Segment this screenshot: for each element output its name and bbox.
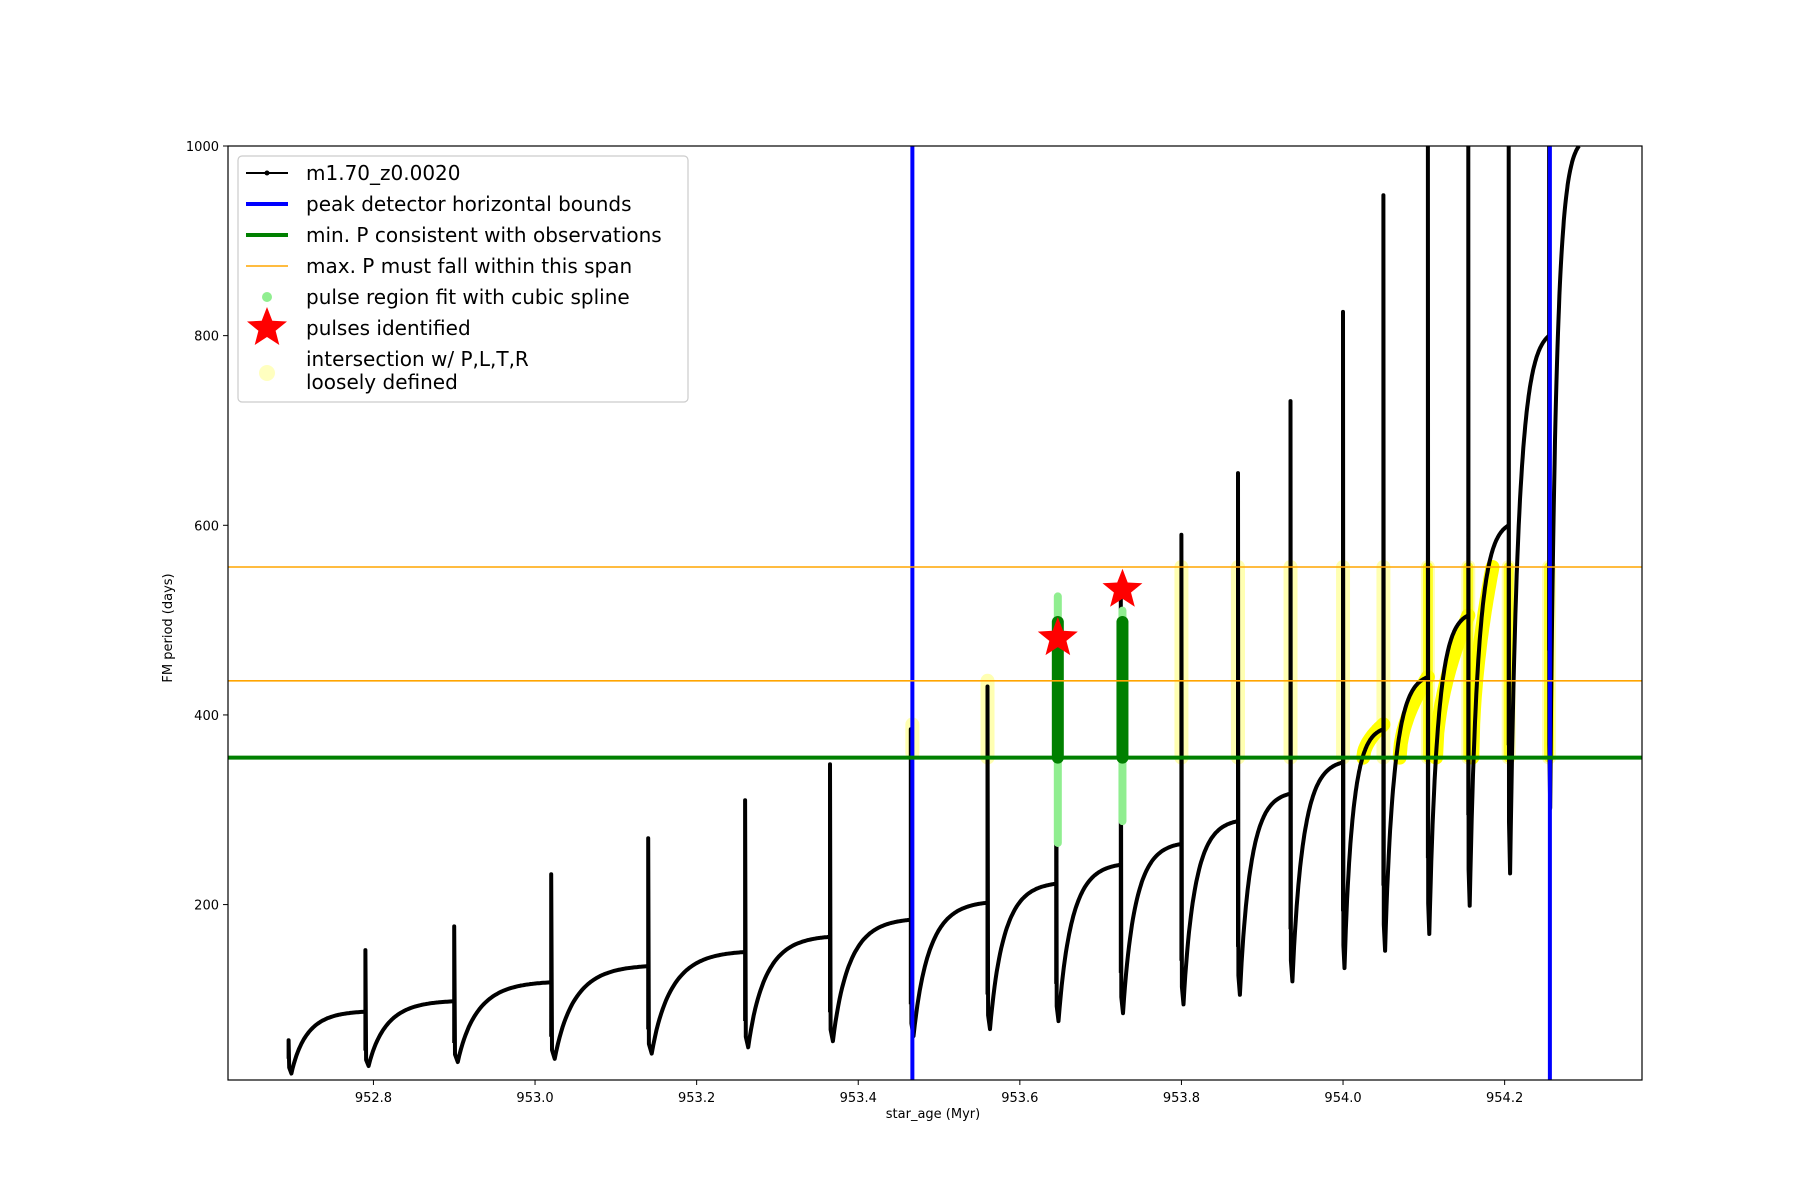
legend-label: max. P must fall within this span (306, 254, 632, 278)
legend-label: peak detector horizontal bounds (306, 192, 632, 216)
series-segment-5 (743, 798, 831, 1050)
legend-entry-0: m1.70_z0.0020 (246, 161, 461, 185)
pulse-star-1 (1102, 568, 1143, 607)
legend-label: pulses identified (306, 316, 471, 340)
series-segment-6 (828, 762, 912, 1044)
plot-frame (227, 145, 1643, 1081)
x-tick-label-6: 954.0 (1324, 1091, 1361, 1106)
series-segment-3 (549, 872, 649, 1061)
series-segment-2 (452, 924, 552, 1064)
x-tick-label-0: 952.8 (355, 1091, 392, 1106)
legend-entry-4: pulse region fit with cubic spline (262, 285, 630, 309)
x-tick-label-7: 954.2 (1486, 1091, 1523, 1106)
pulse-star-0 (1037, 617, 1078, 656)
series-segment-19 (1547, 146, 1581, 811)
legend-label: min. P consistent with observations (306, 223, 662, 247)
plot-layer (228, 146, 1642, 1080)
plot-area (228, 146, 1642, 1080)
legend-label: m1.70_z0.0020 (306, 161, 461, 185)
x-tick-label-4: 953.6 (1001, 1091, 1038, 1106)
y-axis-label: FM period (days) (161, 573, 176, 682)
x-tick-label-3: 953.4 (840, 1091, 877, 1106)
legend-label: pulse region fit with cubic spline (306, 285, 630, 309)
series-segment-17 (1466, 146, 1510, 908)
legend-handle-star (247, 307, 287, 345)
y-tick-label-1: 400 (194, 709, 219, 724)
legend-entry-5: pulses identified (247, 307, 471, 345)
axes-layer: 952.8 953.0 953.2 953.4 953.6 953.8 954.0 954.2… (186, 140, 1643, 1106)
x-axis-label: star_age (Myr) (886, 1107, 980, 1122)
series-segment-0 (286, 1009, 367, 1076)
legend-handle-dot (262, 292, 272, 302)
legend-box (237, 155, 689, 403)
y-tick-label-2: 600 (194, 519, 219, 534)
y-tick-label-4: 1000 (186, 140, 219, 155)
y-tick-label-0: 200 (194, 899, 219, 914)
legend-label-line2: loosely defined (306, 370, 458, 394)
series-segment-13 (1288, 399, 1345, 984)
legend-label: intersection w/ P,L,T,R (306, 347, 529, 371)
legend-entry-2: min. P consistent with observations (246, 223, 662, 247)
x-tick-label-2: 953.2 (678, 1091, 715, 1106)
legend-entry-1: peak detector horizontal bounds (246, 192, 632, 216)
legend-entry-3: max. P must fall within this span (246, 254, 632, 278)
legend-handle-circle (259, 365, 275, 381)
x-tick-label-5: 953.8 (1163, 1091, 1200, 1106)
series-segment-9 (1054, 618, 1122, 1024)
series-segment-4 (646, 836, 746, 1056)
series-segment-18 (1506, 146, 1551, 876)
series-segment-10 (1118, 589, 1183, 1016)
series-segment-8 (985, 684, 1058, 1032)
x-tick-label-1: 953.0 (516, 1091, 553, 1106)
y-tick-label-3: 800 (194, 330, 219, 345)
series-segment-7 (908, 727, 989, 1039)
series-segment-16 (1425, 146, 1470, 936)
series-segment-1 (363, 948, 455, 1068)
series-segment-12 (1236, 471, 1292, 997)
legend-handle-marker (264, 170, 270, 176)
series-segment-11 (1179, 532, 1240, 1007)
